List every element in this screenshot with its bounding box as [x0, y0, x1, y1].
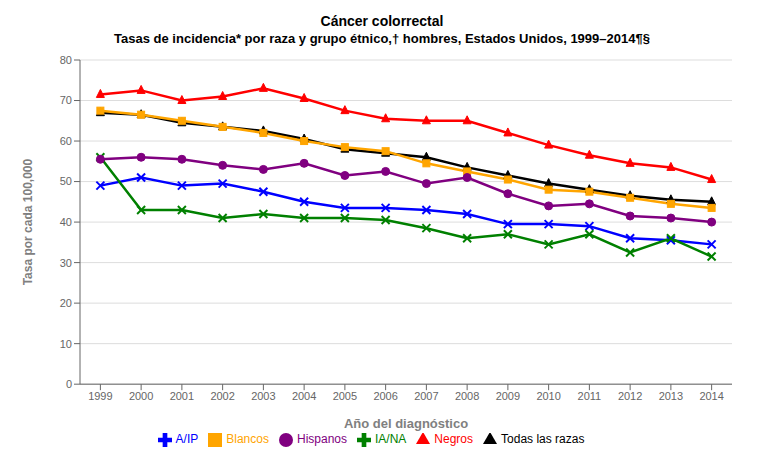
svg-text:1999: 1999 [88, 390, 112, 402]
svg-text:2000: 2000 [129, 390, 153, 402]
svg-text:60: 60 [60, 135, 72, 147]
svg-text:2007: 2007 [414, 390, 438, 402]
html-text:A/IP: A/IP [175, 432, 199, 447]
html-text:Negros: Negros [434, 432, 473, 447]
svg-text:2014: 2014 [699, 390, 723, 402]
svg-text:50: 50 [60, 175, 72, 187]
svg-text:2006: 2006 [373, 390, 397, 402]
svg-text:80: 80 [60, 54, 72, 66]
html-text:IA/NA: IA/NA [375, 432, 407, 447]
svg-text:0: 0 [66, 378, 72, 390]
svg-text:2005: 2005 [333, 390, 357, 402]
svg-text:30: 30 [60, 257, 72, 269]
svg-text:20: 20 [60, 297, 72, 309]
html-text:Todas las razas: Todas las razas [501, 432, 585, 447]
html-text:Cáncer colorrectal: Cáncer colorrectal [320, 13, 444, 29]
svg-text:2002: 2002 [210, 390, 234, 402]
svg-text:10: 10 [60, 338, 72, 350]
svg-text:2011: 2011 [578, 390, 602, 402]
svg-text:2012: 2012 [618, 390, 642, 402]
svg-text:2004: 2004 [292, 390, 316, 402]
svg-text:Tasa por cada 100,000: Tasa por cada 100,000 [21, 159, 35, 286]
svg-text:2013: 2013 [659, 390, 683, 402]
html-text:Blancos: Blancos [226, 432, 269, 447]
svg-text:40: 40 [60, 216, 72, 228]
html-text:Tasas de incidencia* por raza: Tasas de incidencia* por raza y grupo ét… [114, 31, 650, 46]
svg-text:2009: 2009 [496, 390, 520, 402]
svg-text:Año del diagnóstico: Año del diagnóstico [344, 416, 468, 431]
html-text:Hispanos: Hispanos [297, 432, 347, 447]
svg-text:70: 70 [60, 94, 72, 106]
svg-text:2003: 2003 [251, 390, 275, 402]
svg-text:2008: 2008 [455, 390, 479, 402]
svg-text:2010: 2010 [536, 390, 560, 402]
svg-text:2001: 2001 [170, 390, 194, 402]
